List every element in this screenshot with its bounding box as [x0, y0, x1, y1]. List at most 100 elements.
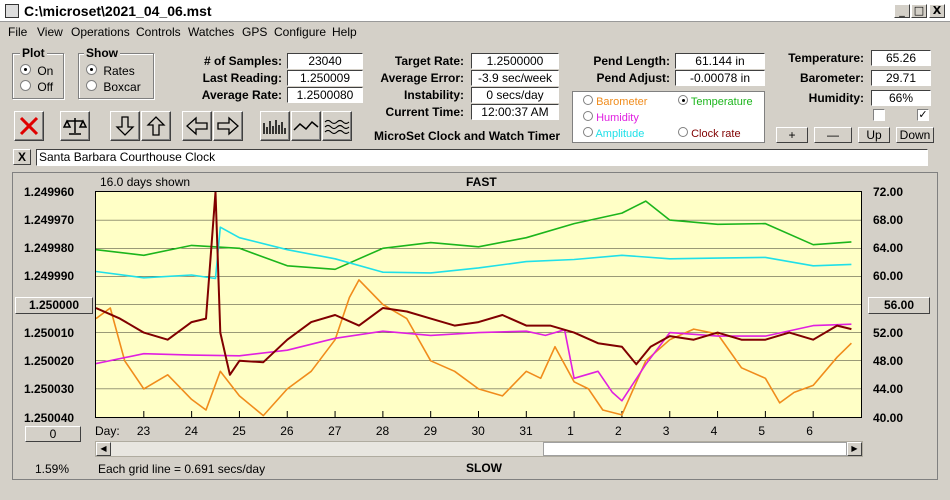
y-left-tick: 1.250030: [24, 382, 75, 396]
center-rate-button[interactable]: 1.250000: [15, 297, 93, 314]
window-title: C:\microset\2021_04_06.mst: [24, 3, 212, 19]
arrow-up-button[interactable]: [141, 111, 171, 141]
plus-button[interactable]: +: [776, 127, 808, 143]
radio-dot[interactable]: [86, 64, 97, 75]
plot-area[interactable]: [95, 191, 862, 418]
wave-view-button[interactable]: [322, 111, 352, 141]
maximize-button[interactable]: □: [911, 4, 927, 18]
average-error-label: Average Error:: [380, 71, 464, 85]
menu-view[interactable]: View: [37, 25, 63, 39]
humidity-value: 66%: [871, 90, 931, 106]
series-line-barometer: [95, 279, 852, 417]
x-tick-label: 25: [232, 424, 246, 438]
series-line-clock-rate: [95, 191, 852, 376]
minus-button[interactable]: —: [814, 127, 852, 143]
down-arrow-icon: [115, 116, 135, 136]
clock-name-input[interactable]: Santa Barbara Courthouse Clock: [36, 149, 928, 166]
series-clock-rate[interactable]: Clock rate: [678, 127, 741, 140]
menu-help[interactable]: Help: [332, 25, 357, 39]
time-scrollbar[interactable]: ◀ ▶: [95, 441, 863, 457]
target-rate-label: Target Rate:: [394, 54, 464, 68]
bar-graph-icon: [263, 120, 286, 134]
app-icon: [5, 4, 19, 18]
instability-label: Instability:: [403, 88, 464, 102]
current-time-label: Current Time:: [385, 105, 464, 119]
samples-value: 23040: [287, 53, 363, 69]
down-button[interactable]: Down: [896, 127, 934, 143]
plot-off-radio[interactable]: Off: [20, 80, 53, 94]
grid-note: Each grid line = 0.691 secs/day: [98, 462, 266, 476]
radio-dot[interactable]: [678, 127, 688, 137]
series-amplitude[interactable]: Amplitude: [583, 127, 644, 140]
days-shown-label: 16.0 days shown: [100, 175, 191, 189]
close-button[interactable]: X: [929, 4, 945, 18]
zero-button[interactable]: 0: [25, 426, 81, 442]
x-tick-label: 24: [184, 424, 198, 438]
center-value-button[interactable]: 56.00: [868, 297, 930, 314]
series-humidity[interactable]: Humidity: [583, 111, 639, 124]
red-x-icon: [19, 116, 39, 136]
series-line-humidity: [95, 323, 852, 402]
series-selector: Barometer Temperature Humidity Amplitude…: [572, 91, 765, 143]
x-tick-label: 26: [280, 424, 294, 438]
line-graph-icon: [293, 120, 319, 131]
checkbox-left[interactable]: [873, 109, 885, 121]
x-tick-label: 27: [328, 424, 342, 438]
x-tick-label: 23: [136, 424, 151, 438]
average-error-value: -3.9 sec/week: [471, 70, 559, 86]
minimize-button[interactable]: _: [894, 4, 910, 18]
arrow-down-button[interactable]: [110, 111, 140, 141]
y-right-tick: 40.00: [873, 411, 904, 425]
y-right-tick: 72.00: [873, 185, 904, 199]
radio-dot[interactable]: [20, 80, 31, 91]
series-barometer[interactable]: Barometer: [583, 95, 647, 108]
fast-label: FAST: [466, 175, 497, 189]
slow-label: SLOW: [466, 461, 502, 475]
checkbox-right[interactable]: ✓: [917, 109, 929, 121]
arrow-right-button[interactable]: [213, 111, 243, 141]
plot-on-radio[interactable]: On: [20, 64, 53, 78]
right-arrow-icon: [217, 116, 239, 136]
last-reading-value: 1.250009: [287, 70, 363, 86]
menu-gps[interactable]: GPS: [242, 25, 268, 39]
up-button[interactable]: Up: [858, 127, 890, 143]
menu-configure[interactable]: Configure: [274, 25, 327, 39]
scroll-right-arrow[interactable]: ▶: [847, 442, 862, 456]
scroll-left-arrow[interactable]: ◀: [96, 442, 111, 456]
target-rate-value: 1.2500000: [471, 53, 559, 69]
y-left-tick: 1.249990: [24, 269, 75, 283]
radio-dot[interactable]: [20, 64, 31, 75]
radio-dot[interactable]: [678, 95, 688, 105]
series-temperature[interactable]: Temperature: [678, 95, 753, 108]
show-rates-radio[interactable]: Rates: [86, 64, 135, 78]
series-barometer-label: Barometer: [596, 96, 648, 108]
line-view-button[interactable]: [291, 111, 321, 141]
radio-dot[interactable]: [583, 95, 593, 105]
bars-view-button[interactable]: [260, 111, 290, 141]
arrow-left-button[interactable]: [182, 111, 212, 141]
show-boxcar-radio[interactable]: Boxcar: [86, 80, 141, 94]
day-label: Day:: [95, 424, 120, 438]
plot-off-label: Off: [37, 80, 54, 94]
barometer-value: 29.71: [871, 70, 931, 86]
y-right-tick: 68.00: [873, 213, 904, 227]
scroll-thumb[interactable]: [543, 442, 847, 456]
current-time-value: 12:00:37 AM: [471, 104, 559, 120]
menu-watches[interactable]: Watches: [188, 25, 235, 39]
clear-clock-button[interactable]: X: [13, 149, 31, 165]
balance-button[interactable]: [60, 111, 90, 141]
radio-dot[interactable]: [583, 127, 593, 137]
radio-dot[interactable]: [86, 80, 97, 91]
samples-label: # of Samples:: [203, 54, 282, 68]
stop-button[interactable]: [14, 111, 44, 141]
menu-file[interactable]: File: [8, 25, 28, 39]
y-left-tick: 1.250010: [24, 326, 75, 340]
y-right-tick: 52.00: [873, 326, 904, 340]
menu-controls[interactable]: Controls: [136, 25, 181, 39]
y-left-tick: 1.249960: [24, 185, 75, 199]
x-tick-label: 28: [375, 424, 390, 438]
y-left-tick: 1.249970: [24, 213, 75, 227]
line-chart: [95, 191, 861, 417]
menu-operations[interactable]: Operations: [71, 25, 130, 39]
radio-dot[interactable]: [583, 111, 593, 121]
